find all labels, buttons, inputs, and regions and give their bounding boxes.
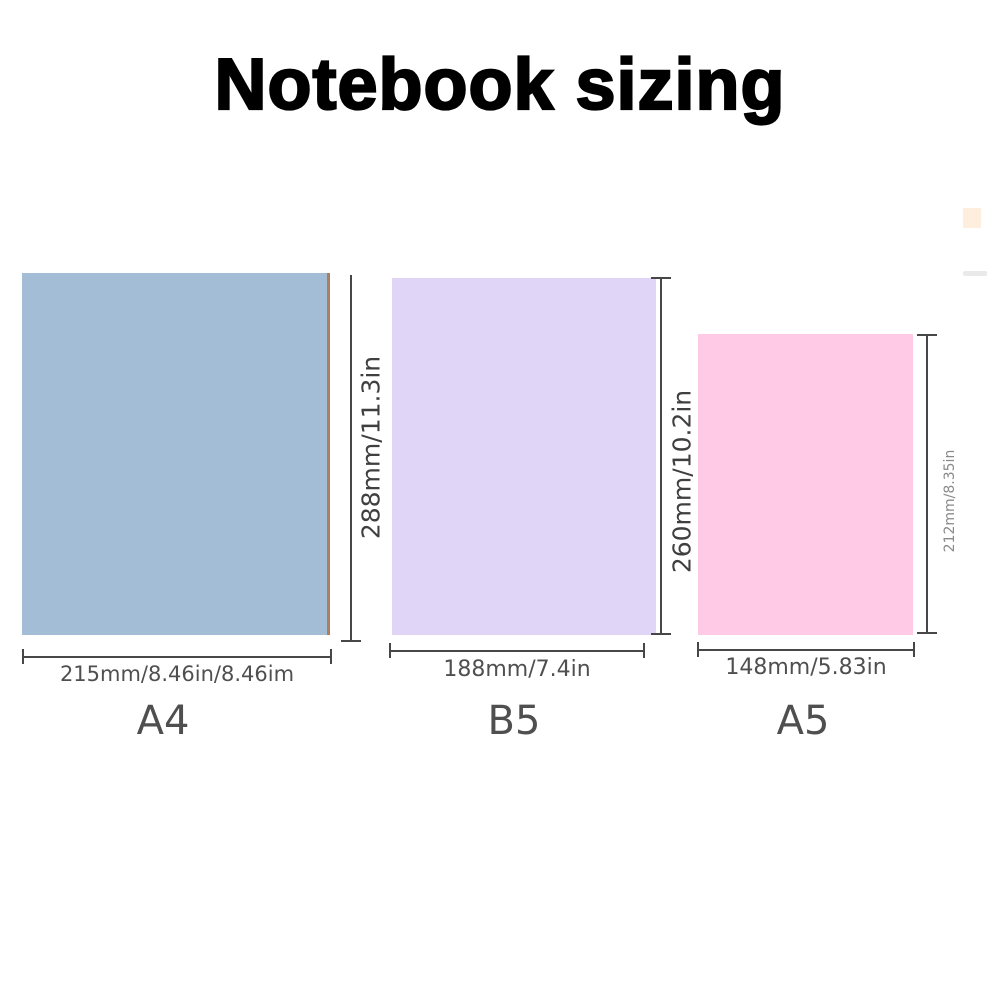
b5-height-line-bottom-cap [651,633,671,635]
a5-height-label: 212mm/8.35in [942,449,958,553]
a4-size-name: A4 [136,698,190,744]
a4-width-line-right-tick [330,649,332,664]
b5-width-dimension-line [389,650,645,652]
a5-width-line-right-tick [913,642,915,657]
b5-size-name: B5 [487,698,541,744]
a5-width-line-left-tick [697,642,699,657]
page-title: Notebook sizing [213,44,786,126]
notebook-b5-rect [392,278,656,635]
edge-artifact-peach [963,208,981,228]
notebook-a5-rect [698,334,913,635]
a4-width-dimension-line [22,656,332,658]
b5-width-label: 188mm/7.4in [443,657,591,682]
b5-height-line-top-cap [651,277,671,279]
a5-height-line-top-cap [917,334,937,336]
a4-width-line-left-tick [22,649,24,664]
notebook-a4-rect [22,273,330,635]
b5-width-line-right-tick [643,643,645,658]
b5-height-label: 260mm/10.2in [667,389,697,574]
a4-height-label: 288mm/11.3in [356,355,386,540]
a4-height-dimension-line [350,275,352,641]
b5-height-dimension-line [660,278,662,635]
edge-artifact-gray [963,271,987,276]
a5-height-dimension-line [926,335,928,633]
a5-height-line-bottom-cap [917,632,937,634]
a4-width-label: 215mm/8.46in/8.46im [59,662,295,686]
a5-width-dimension-line [697,649,915,651]
a4-height-line-bottom-cap [341,640,361,642]
b5-width-line-left-tick [389,643,391,658]
a5-width-label: 148mm/5.83in [725,655,887,680]
a5-size-name: A5 [776,698,830,744]
